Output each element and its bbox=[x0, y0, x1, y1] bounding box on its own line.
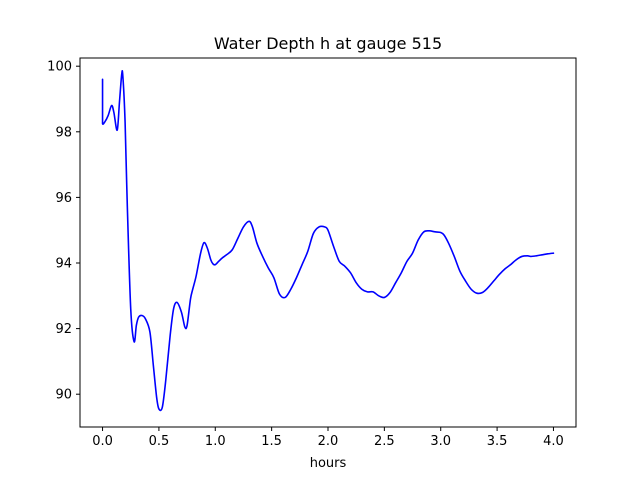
x-tick-label: 4.0 bbox=[543, 434, 564, 449]
y-tick-label: 96 bbox=[55, 191, 72, 206]
x-tick-label: 2.0 bbox=[318, 434, 339, 449]
x-tick-label: 0.0 bbox=[92, 434, 113, 449]
series-line bbox=[101, 69, 555, 412]
plot-area bbox=[79, 57, 577, 428]
y-tick-label: 92 bbox=[55, 322, 72, 337]
x-tick-label: 3.5 bbox=[487, 434, 508, 449]
x-tick-label: 1.5 bbox=[261, 434, 282, 449]
x-tick-label: 3.0 bbox=[430, 434, 451, 449]
series-layer bbox=[101, 69, 555, 412]
y-tick-label: 100 bbox=[47, 60, 72, 75]
y-tick-label: 98 bbox=[55, 125, 72, 140]
x-tick-label: 0.5 bbox=[149, 434, 170, 449]
y-tick-label: 94 bbox=[55, 257, 72, 272]
x-tick-label: 1.0 bbox=[205, 434, 226, 449]
x-axis: 0.0 0.5 1.0 1.5 2.0 2.5 3.0 3.5 4.0 bbox=[92, 427, 564, 449]
y-axis: 90 92 94 96 98 100 bbox=[47, 60, 80, 403]
y-tick-label: 90 bbox=[55, 388, 72, 403]
x-axis-label: hours bbox=[310, 456, 347, 471]
x-tick-label: 2.5 bbox=[374, 434, 395, 449]
chart-title: Water Depth h at gauge 515 bbox=[214, 34, 442, 53]
